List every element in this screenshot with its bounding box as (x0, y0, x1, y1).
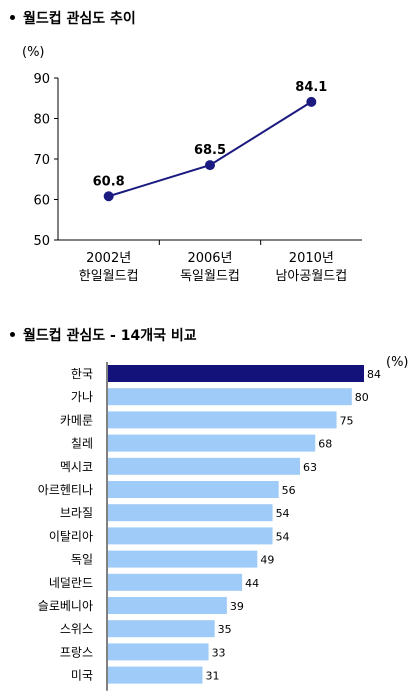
trend-x-category-label: 2002년 (86, 251, 131, 266)
compare-bar (108, 597, 227, 614)
compare-value-label: 54 (276, 530, 290, 543)
compare-bar (108, 666, 203, 684)
compare-category-label: 슬로베니아 (38, 599, 93, 613)
compare-title-text: 월드컵 관심도 - 14개국 비교 (23, 328, 197, 344)
compare-value-label: 31 (205, 670, 219, 683)
compare-value-label: 39 (230, 600, 244, 613)
compare-category-label: 칠레 (71, 437, 93, 451)
compare-value-label: 44 (245, 577, 259, 590)
trend-x-category-label: 남아공월드컵 (275, 269, 347, 284)
compare-unit: (%) (386, 355, 409, 370)
compare-bar (108, 411, 337, 429)
trend-y-tick-label: 60 (33, 194, 50, 209)
compare-value-label: 33 (212, 646, 226, 659)
compare-value-label: 80 (355, 391, 369, 404)
trend-y-unit: (%) (22, 45, 45, 60)
compare-bar (108, 457, 300, 475)
trend-y-tick-label: 90 (33, 72, 50, 87)
compare-bar (108, 643, 209, 661)
bullet-icon (10, 14, 15, 20)
trend-x-category-label: 독일월드컵 (180, 269, 240, 284)
compare-bar (108, 434, 316, 452)
compare-category-label: 카메룬 (60, 413, 93, 427)
compare-value-label: 35 (218, 623, 232, 636)
compare-bar (108, 365, 364, 382)
trend-data-label: 84.1 (295, 80, 327, 95)
compare-category-label: 가나 (71, 390, 93, 404)
compare-value-label: 63 (303, 461, 317, 474)
compare-category-label: 스위스 (60, 622, 93, 636)
trend-data-point (205, 160, 215, 171)
compare-bar (108, 620, 215, 638)
trend-x-category-label: 2010년 (289, 251, 334, 266)
bullet-icon (10, 331, 15, 337)
compare-value-label: 49 (260, 554, 274, 567)
compare-bar (108, 573, 243, 591)
compare-category-label: 네덜란드 (49, 576, 93, 590)
compare-value-label: 84 (367, 368, 381, 381)
compare-category-label: 한국 (71, 367, 93, 381)
compare-category-label: 아르헨티나 (38, 483, 93, 497)
compare-category-label: 프랑스 (60, 645, 93, 659)
compare-bar (108, 550, 258, 568)
compare-category-label: 브라질 (60, 506, 93, 520)
compare-bar (108, 388, 352, 406)
trend-data-point (306, 96, 317, 107)
trend-y-tick-label: 70 (33, 153, 50, 168)
compare-bar (108, 504, 273, 522)
compare-value-label: 54 (276, 507, 290, 520)
compare-value-label: 68 (318, 438, 332, 451)
compare-category-label: 이탈리아 (49, 529, 93, 543)
compare-value-label: 75 (340, 414, 354, 427)
compare-category-label: 미국 (71, 669, 93, 683)
compare-value-label: 56 (282, 484, 296, 497)
trend-title-text: 월드컵 관심도 추이 (23, 11, 136, 27)
trend-data-label: 60.8 (93, 174, 125, 189)
trend-y-tick-label: 50 (33, 234, 50, 249)
compare-bar (108, 481, 279, 498)
trend-chart-title: 월드컵 관심도 추이 (10, 8, 136, 28)
trend-x-category-label: 2006년 (187, 251, 232, 266)
trend-x-category-label: 한일월드컵 (79, 269, 139, 284)
compare-category-label: 멕시코 (60, 460, 93, 474)
compare-chart-title: 월드컵 관심도 - 14개국 비교 (10, 325, 197, 345)
trend-y-tick-label: 80 (33, 113, 50, 128)
trend-data-point (103, 191, 114, 202)
compare-category-label: 독일 (71, 553, 93, 567)
trend-data-label: 68.5 (194, 143, 226, 158)
compare-bar (108, 527, 273, 545)
